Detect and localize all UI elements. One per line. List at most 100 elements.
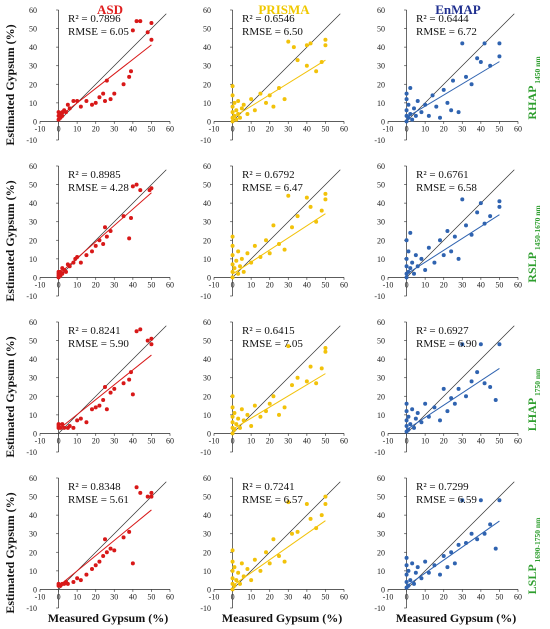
x-tick-label: 20	[266, 436, 274, 445]
data-point	[108, 546, 113, 551]
data-point	[323, 37, 328, 42]
y-axis-title: Estimated Gypsum (%)	[3, 180, 17, 301]
x-tick-label: 40	[477, 436, 485, 445]
r-squared-label: R² = 0.6444	[416, 13, 469, 25]
y-tick-label: 50	[29, 337, 37, 346]
x-tick-label: 20	[440, 436, 448, 445]
one-to-one-line	[406, 325, 515, 434]
x-tick-label: 40	[129, 124, 137, 133]
row-label-wavelength: 1450 nm	[533, 56, 542, 86]
data-point	[323, 349, 328, 354]
data-point	[239, 407, 244, 412]
x-tick-label: 50	[321, 436, 329, 445]
data-point	[456, 110, 461, 115]
x-tick-label: 40	[303, 436, 311, 445]
data-point	[230, 559, 235, 564]
data-point	[464, 394, 468, 399]
data-point	[64, 269, 68, 274]
data-point	[149, 490, 154, 495]
data-point	[108, 229, 113, 233]
x-tick-label: 10	[247, 280, 255, 289]
rmse-label: RMSE = 6.90	[416, 338, 477, 350]
y-tick-label: 30	[29, 530, 37, 539]
data-point	[314, 69, 319, 74]
data-point	[234, 422, 239, 427]
data-point	[449, 550, 454, 555]
data-point	[314, 219, 319, 224]
data-point	[408, 86, 413, 90]
y-tick-label: -10	[374, 604, 385, 613]
x-tick-label: -10	[35, 124, 46, 133]
data-point	[432, 405, 437, 410]
data-point	[404, 97, 409, 102]
data-point	[232, 411, 237, 415]
data-point	[241, 269, 246, 274]
x-tick-label: 40	[303, 280, 311, 289]
rmse-label: RMSE = 7.05	[242, 338, 303, 350]
data-point	[449, 249, 454, 254]
r-squared-label: R² = 0.6927	[416, 325, 469, 337]
data-point	[323, 502, 328, 506]
data-point	[408, 230, 413, 235]
x-tick-label: 20	[266, 280, 274, 289]
data-point	[67, 264, 72, 269]
y-tick-label: 30	[377, 530, 385, 539]
y-tick-label: 0	[33, 429, 37, 438]
row-label-name: RHAP	[525, 86, 539, 120]
x-tick-label: 60	[340, 436, 348, 445]
x-tick-label: 50	[147, 436, 155, 445]
data-point	[406, 115, 411, 120]
y-tick-label: 50	[377, 25, 385, 34]
y-tick-label: 10	[377, 255, 385, 264]
data-point	[475, 370, 480, 375]
one-to-one-line	[232, 325, 341, 434]
y-tick-label: 10	[29, 255, 37, 264]
row-label-name: RSLP	[525, 252, 539, 283]
x-tick-label: 50	[147, 592, 155, 601]
data-point	[413, 570, 418, 575]
r-squared-label: R² = 0.6415	[242, 325, 295, 337]
rmse-label: RMSE = 6.59	[416, 494, 477, 506]
y-tick-label: -10	[374, 136, 385, 145]
r-squared-label: R² = 0.6546	[242, 13, 295, 25]
data-point	[304, 43, 309, 48]
y-tick-label: 20	[377, 236, 385, 245]
data-point	[423, 102, 428, 107]
data-point	[121, 214, 126, 219]
x-tick-label: -10	[35, 436, 46, 445]
x-tick-label: 50	[495, 124, 503, 133]
y-tick-label: 50	[377, 493, 385, 502]
x-tick-label: 0	[405, 124, 409, 133]
data-point	[241, 574, 246, 579]
x-tick-label: -10	[209, 280, 220, 289]
data-point	[232, 266, 237, 271]
data-point	[482, 381, 487, 386]
data-point	[230, 104, 235, 109]
data-point	[71, 99, 76, 103]
data-point	[282, 405, 287, 410]
y-tick-label: 10	[377, 99, 385, 108]
y-tick-label: -10	[26, 448, 37, 457]
data-point	[241, 418, 246, 423]
data-point	[426, 414, 431, 419]
data-point	[84, 572, 89, 577]
y-tick-label: 10	[203, 411, 211, 420]
x-tick-label: 50	[147, 280, 155, 289]
x-tick-label: -10	[35, 280, 46, 289]
y-tick-label: 60	[203, 162, 211, 171]
data-point	[230, 587, 235, 592]
data-point	[239, 106, 244, 111]
data-point	[267, 251, 272, 256]
data-point	[452, 401, 457, 406]
data-point	[130, 561, 135, 566]
data-point	[101, 398, 106, 402]
data-point	[497, 498, 502, 503]
data-point	[452, 234, 457, 239]
y-tick-label: 50	[29, 181, 37, 190]
data-point	[97, 238, 102, 243]
data-point	[264, 100, 268, 105]
data-point	[67, 106, 72, 111]
data-point	[410, 407, 415, 412]
data-point	[103, 99, 107, 103]
data-point	[130, 28, 135, 33]
